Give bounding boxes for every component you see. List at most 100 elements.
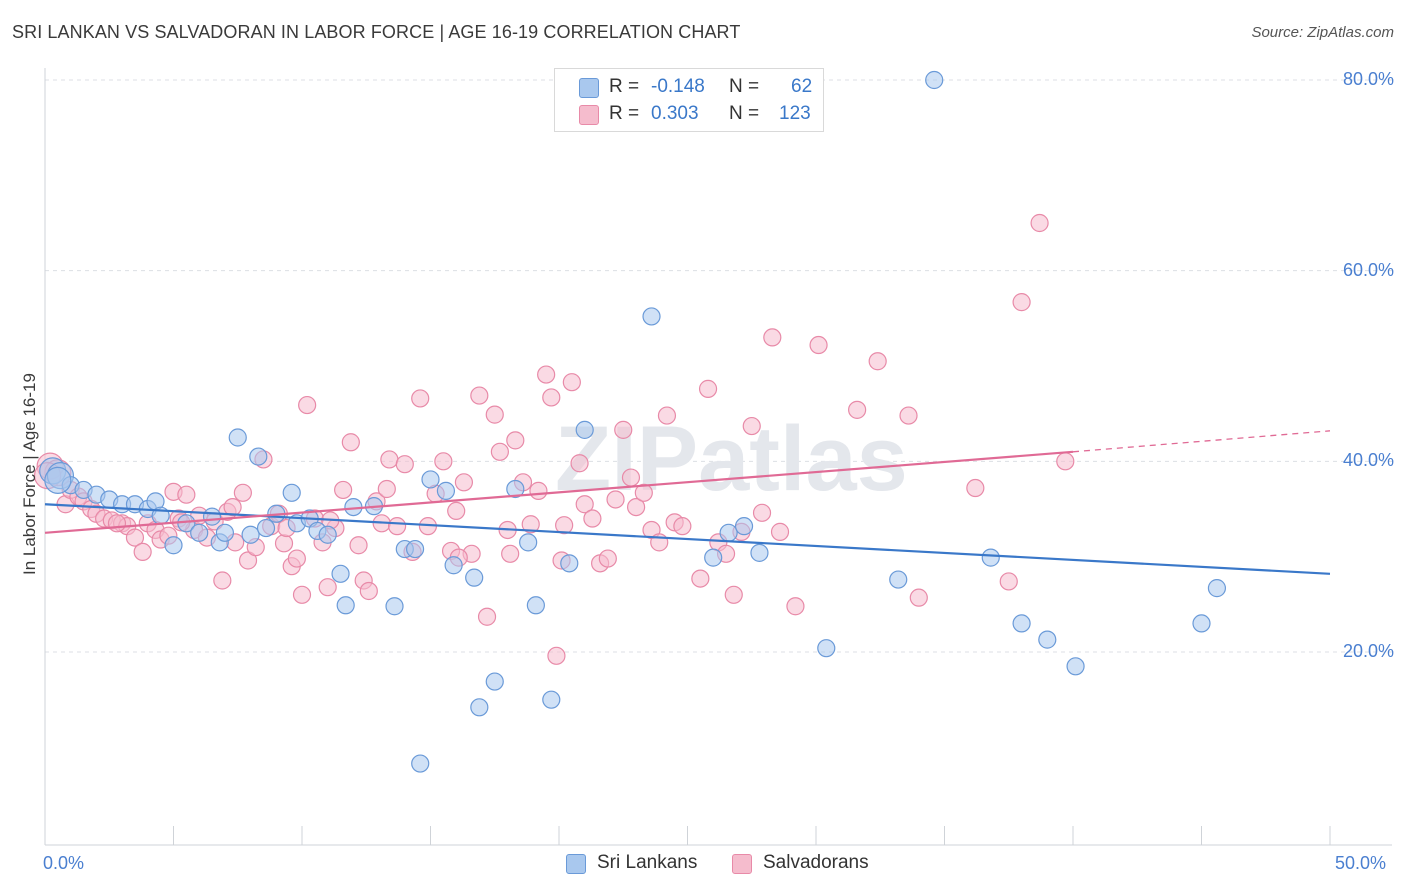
salvadorans-point xyxy=(999,572,1018,591)
sri-lankans-point xyxy=(526,596,545,615)
sri-lankans-point xyxy=(336,596,355,615)
sri-lankans-point xyxy=(542,690,561,709)
sri-lankans-point xyxy=(1207,579,1227,598)
x-tick-label-max: 50.0% xyxy=(1335,853,1387,873)
salvadorans-point xyxy=(1030,213,1049,233)
sri-lankans-point xyxy=(560,554,579,573)
salvadorans-point xyxy=(470,386,489,405)
trend-lines xyxy=(44,430,1331,575)
salvadorans-point xyxy=(899,406,918,425)
sri-lankans-point xyxy=(215,523,234,542)
salvadorans-point xyxy=(287,549,306,568)
bottom-legend-swatch-blue xyxy=(566,854,586,874)
sri-lankans-point xyxy=(1012,614,1031,633)
legend-swatch-pink xyxy=(579,105,599,125)
salvadorans-point xyxy=(752,503,772,522)
salvadorans-point xyxy=(133,542,152,562)
salvadorans-point xyxy=(387,517,407,536)
sri-lankans-point xyxy=(704,548,723,567)
salvadorans-point xyxy=(966,478,985,498)
salvadorans-point xyxy=(506,431,525,450)
salvadorans-point xyxy=(698,379,718,398)
salvadorans-point xyxy=(673,517,692,536)
sri-lankans-point xyxy=(1192,614,1211,633)
salvadorans-point xyxy=(691,569,710,588)
salvadorans-point xyxy=(377,479,396,499)
bottom-legend-label: Sri Lankans xyxy=(597,852,698,873)
y-tick-label-80: 80.0% xyxy=(1342,69,1394,89)
legend-n-label: N = xyxy=(729,103,760,124)
salvadorans-point xyxy=(292,585,312,604)
salvadorans-point xyxy=(868,352,887,371)
sri-lankans-point xyxy=(750,543,769,562)
legend-n-value: 62 xyxy=(791,76,813,97)
sri-lankans-point xyxy=(44,466,72,494)
trend-line-salvadorans xyxy=(44,450,1074,534)
salvadorans-point xyxy=(341,433,360,452)
salvadorans-point xyxy=(107,514,127,533)
legend-n-value: 123 xyxy=(779,103,811,124)
sri-lankans-point xyxy=(642,307,661,326)
sri-lankans-point xyxy=(981,548,1000,567)
salvadorans-point xyxy=(395,455,414,474)
sri-lankans-point xyxy=(164,536,183,555)
legend-swatch-blue xyxy=(579,78,599,98)
series-sri-lankans xyxy=(39,70,1227,773)
x-tick-label-min: 0.0% xyxy=(43,853,85,873)
salvadorans-point xyxy=(411,389,430,408)
salvadorans-point xyxy=(742,416,761,436)
bottom-legend-swatch-pink xyxy=(732,854,752,874)
salvadorans-point xyxy=(223,497,242,517)
sri-lankans-point xyxy=(734,517,754,536)
y-axis-label: In Labor Force | Age 16-19 xyxy=(20,373,39,575)
salvadorans-point xyxy=(359,581,378,601)
sri-lankans-point xyxy=(256,518,276,538)
legend-r-label: R = xyxy=(609,103,640,124)
sri-lankans-point xyxy=(405,539,425,559)
legend-r-value: 0.303 xyxy=(651,103,699,124)
salvadorans-point xyxy=(434,452,453,471)
bottom-legend-label: Salvadorans xyxy=(763,852,869,873)
salvadorans-point xyxy=(770,522,790,541)
salvadorans-point xyxy=(447,501,466,521)
sri-lankans-point xyxy=(519,533,538,552)
salvadorans-point xyxy=(542,388,561,407)
salvadorans-point xyxy=(274,534,294,553)
salvadorans-point xyxy=(529,481,548,500)
salvadorans-point xyxy=(477,607,497,626)
sri-lankans-point xyxy=(889,570,908,589)
y-tick-label-40: 40.0% xyxy=(1342,450,1394,471)
salvadorans-point xyxy=(555,516,574,535)
sri-lankans-point xyxy=(249,447,268,466)
salvadorans-point xyxy=(213,571,232,590)
sri-lankans-point xyxy=(575,420,594,439)
salvadorans-point xyxy=(547,646,566,665)
salvadorans-point xyxy=(349,536,368,555)
y-tick-label-20: 20.0% xyxy=(1342,641,1394,661)
sri-lankans-point xyxy=(411,754,430,773)
salvadorans-point xyxy=(848,400,867,419)
sri-lankans-point xyxy=(817,639,836,658)
sri-lankans-point xyxy=(444,556,463,575)
salvadorans-point xyxy=(570,454,589,473)
trend-line-salvadorans-extrapolated xyxy=(1072,430,1331,453)
salvadorans-point xyxy=(634,483,653,502)
salvadorans-point xyxy=(562,373,581,392)
salvadorans-point xyxy=(238,551,258,570)
salvadorans-point xyxy=(606,490,625,509)
salvadorans-point xyxy=(125,528,145,547)
sri-lankans-point xyxy=(506,479,525,499)
legend-r-value: -0.148 xyxy=(651,76,705,97)
salvadorans-point xyxy=(334,480,353,500)
legend-n-label: N = xyxy=(729,76,760,97)
salvadorans-point xyxy=(521,515,540,534)
salvadorans-point xyxy=(454,473,474,492)
sri-lankans-point xyxy=(385,597,404,616)
sri-lankans-point xyxy=(436,481,456,500)
salvadorans-point xyxy=(1056,452,1075,471)
salvadorans-point xyxy=(621,468,641,487)
sri-lankans-point xyxy=(925,70,944,90)
salvadorans-point xyxy=(598,549,617,568)
source-label: Source: ZipAtlas.com xyxy=(1251,24,1394,41)
